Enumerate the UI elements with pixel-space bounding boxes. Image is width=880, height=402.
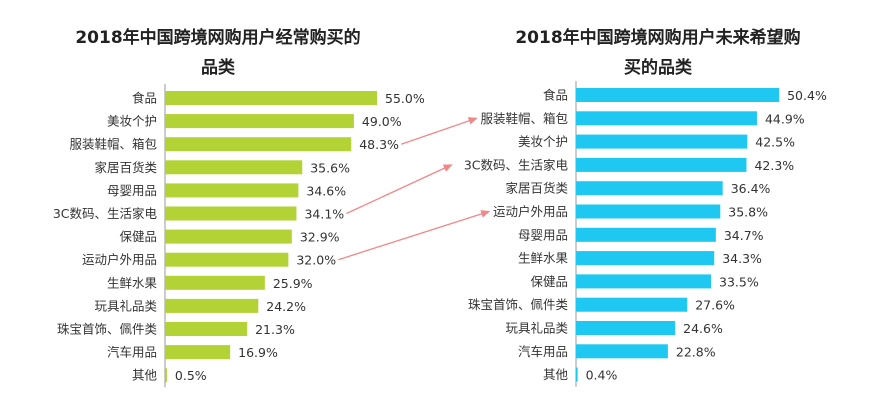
right-value-label: 34.7%: [724, 228, 764, 243]
right-bar: [576, 157, 747, 172]
left-category-label: 母婴用品: [107, 183, 157, 198]
left-bar: [165, 298, 259, 313]
left-bar: [165, 160, 303, 175]
left-bar: [165, 252, 289, 267]
left-value-label: 32.9%: [300, 230, 340, 245]
right-category-label: 运动户外用品: [493, 204, 568, 219]
left-value-label: 24.2%: [266, 299, 306, 314]
right-bar: [576, 344, 668, 359]
right-category-label: 生鲜水果: [518, 251, 569, 266]
left-category-label: 美妆个护: [107, 114, 157, 129]
left-category-label: 珠宝首饰、佩件类: [57, 322, 158, 337]
left-bar: [165, 137, 352, 152]
right-bar: [576, 204, 721, 219]
left-bar: [165, 91, 378, 105]
right-category-label: 家居百货类: [505, 181, 568, 196]
right-value-label: 42.3%: [754, 158, 794, 173]
right-category-label: 服装鞋帽、箱包: [480, 111, 568, 126]
left-value-label: 0.5%: [175, 368, 207, 383]
right-value-label: 35.8%: [728, 205, 768, 220]
right-bar: [576, 367, 578, 382]
right-bar: [576, 251, 715, 266]
right-value-label: 44.9%: [765, 111, 805, 126]
annotation-arrow: [346, 164, 453, 215]
right-value-label: 50.4%: [787, 88, 827, 103]
left-bar: [165, 345, 231, 360]
left-category-label: 运动户外用品: [82, 252, 157, 267]
right-bar: [576, 321, 676, 335]
right-category-label: 美妆个护: [518, 134, 568, 149]
left-bar: [165, 275, 265, 290]
left-title-line-2: 品类: [201, 58, 235, 78]
left-value-label: 16.9%: [238, 345, 278, 360]
annotation-arrow: [400, 117, 478, 145]
left-bar: [165, 322, 248, 336]
right-bar: [576, 111, 757, 126]
right-bar: [576, 134, 748, 149]
right-category-label: 保健品: [530, 274, 568, 289]
left-value-label: 55.0%: [385, 91, 425, 106]
right-chart-title: 2018年中国跨境网购用户未来希望购 买的品类: [478, 23, 838, 83]
left-category-label: 3C数码、生活家电: [53, 206, 158, 221]
left-value-label: 34.1%: [304, 207, 344, 222]
right-bar: [576, 227, 716, 242]
annotation-arrow: [338, 210, 491, 261]
left-category-label: 玩具礼品类: [94, 298, 157, 313]
left-bar: [165, 114, 354, 129]
right-category-label: 珠宝首饰、佩件类: [468, 297, 569, 312]
left-chart-title: 2018年中国跨境网购用户经常购买的 品类: [38, 23, 398, 83]
right-value-label: 34.3%: [722, 251, 762, 266]
right-category-label: 玩具礼品类: [505, 321, 568, 336]
right-bar: [576, 88, 780, 102]
left-category-label: 食品: [132, 91, 157, 106]
right-value-label: 24.6%: [683, 321, 723, 336]
left-value-label: 34.6%: [306, 183, 346, 198]
right-bar: [576, 297, 688, 312]
right-title-line-1: 2018年中国跨境网购用户未来希望购: [515, 28, 801, 48]
left-bar: [165, 368, 167, 383]
right-bar: [576, 181, 723, 196]
left-category-label: 生鲜水果: [107, 275, 158, 290]
right-category-label: 3C数码、生活家电: [464, 157, 569, 172]
left-bar: [165, 183, 299, 198]
left-value-label: 35.6%: [310, 160, 350, 175]
right-category-label: 母婴用品: [518, 227, 568, 242]
left-bar: [165, 206, 297, 221]
right-category-label: 汽车用品: [518, 344, 568, 359]
left-value-label: 21.3%: [255, 322, 295, 337]
left-category-label: 保健品: [119, 229, 157, 244]
left-value-label: 49.0%: [362, 114, 402, 129]
right-value-label: 33.5%: [719, 274, 759, 289]
right-value-label: 42.5%: [755, 135, 795, 150]
left-category-label: 其他: [132, 368, 158, 383]
right-value-label: 22.8%: [676, 344, 716, 359]
right-category-label: 其他: [543, 367, 569, 382]
left-category-label: 汽车用品: [107, 345, 157, 360]
left-title-line-1: 2018年中国跨境网购用户经常购买的: [75, 28, 361, 48]
left-category-label: 家居百货类: [94, 160, 157, 175]
right-value-label: 27.6%: [695, 298, 735, 313]
left-value-label: 48.3%: [359, 137, 399, 152]
right-value-label: 36.4%: [731, 181, 771, 196]
right-title-line-2: 买的品类: [624, 58, 692, 78]
right-category-label: 食品: [543, 88, 568, 103]
right-value-label: 0.4%: [586, 368, 618, 383]
right-bar: [576, 274, 712, 289]
left-value-label: 25.9%: [273, 276, 313, 291]
left-value-label: 32.0%: [296, 253, 336, 268]
left-bar: [165, 229, 292, 244]
left-category-label: 服装鞋帽、箱包: [69, 137, 157, 152]
